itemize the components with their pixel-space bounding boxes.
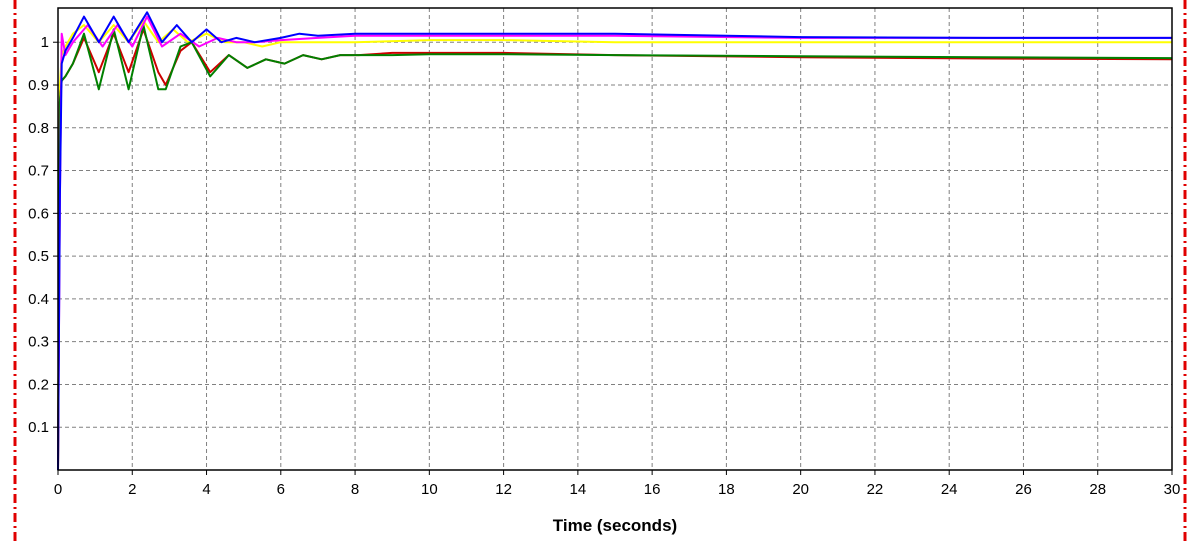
y-tick-label: 0.6 [28, 205, 49, 222]
x-tick-label: 20 [792, 481, 809, 498]
y-tick-label: 0.2 [28, 376, 49, 393]
y-axis-ticks: 0.1 0.2 0.3 0.4 0.5 0.6 0.7 0.8 0.9 1 [28, 34, 58, 436]
x-tick-label: 18 [718, 481, 735, 498]
x-tick-label: 0 [54, 481, 62, 498]
y-tick-label: 0.4 [28, 291, 49, 308]
y-tick-label: 0.7 [28, 163, 49, 180]
x-tick-label: 2 [128, 481, 136, 498]
x-tick-label: 14 [570, 481, 587, 498]
x-axis-ticks: 0 2 4 6 8 10 12 14 16 18 20 22 24 26 28 30 [54, 470, 1181, 498]
x-tick-label: 6 [277, 481, 285, 498]
x-tick-label: 30 [1164, 481, 1181, 498]
series-line-4 [57, 15, 1172, 471]
x-tick-label: 26 [1015, 481, 1032, 498]
x-axis-label: Time (seconds) [553, 516, 677, 535]
x-tick-label: 12 [495, 481, 512, 498]
x-tick-label: 28 [1089, 481, 1106, 498]
y-tick-label: 0.1 [28, 419, 49, 436]
y-tick-label: 0.9 [28, 77, 49, 94]
x-tick-label: 4 [202, 481, 210, 498]
y-tick-label: 0.3 [28, 334, 49, 351]
series-line-5 [57, 11, 1172, 471]
plot-background [58, 8, 1172, 470]
y-tick-label: 1 [41, 34, 49, 51]
x-tick-label: 16 [644, 481, 661, 498]
plot-area: 0 2 4 6 8 10 12 14 16 18 20 22 24 26 28 30 0.10.20.30.4… [28, 7, 1181, 498]
y-tick-label: 0.5 [28, 248, 49, 265]
x-tick-label: 10 [421, 481, 438, 498]
x-tick-label: 24 [941, 481, 958, 498]
series-line-2 [57, 28, 1173, 471]
y-tick-label: 0.8 [28, 120, 49, 137]
plot-border [57, 7, 1173, 471]
series-line-3 [57, 24, 1173, 471]
x-tick-label: 22 [867, 481, 884, 498]
x-tick-label: 8 [351, 481, 359, 498]
series-lines [57, 11, 1173, 471]
